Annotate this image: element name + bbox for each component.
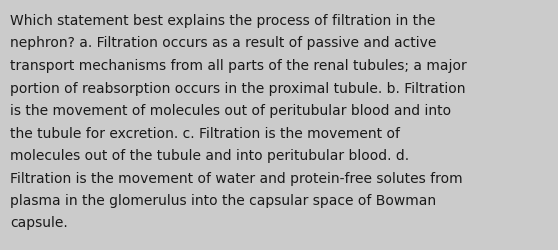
Text: transport mechanisms from all parts of the renal tubules; a major: transport mechanisms from all parts of t… xyxy=(10,59,466,73)
Text: portion of reabsorption occurs in the proximal tubule. b. Filtration: portion of reabsorption occurs in the pr… xyxy=(10,81,465,95)
Text: Filtration is the movement of water and protein-free solutes from: Filtration is the movement of water and … xyxy=(10,171,463,185)
Text: capsule.: capsule. xyxy=(10,216,68,230)
Text: molecules out of the tubule and into peritubular blood. d.: molecules out of the tubule and into per… xyxy=(10,148,409,162)
Text: Which statement best explains the process of filtration in the: Which statement best explains the proces… xyxy=(10,14,435,28)
Text: plasma in the glomerulus into the capsular space of Bowman: plasma in the glomerulus into the capsul… xyxy=(10,193,436,207)
Text: nephron? a. Filtration occurs as a result of passive and active: nephron? a. Filtration occurs as a resul… xyxy=(10,36,436,50)
Text: the tubule for excretion. c. Filtration is the movement of: the tubule for excretion. c. Filtration … xyxy=(10,126,400,140)
Text: is the movement of molecules out of peritubular blood and into: is the movement of molecules out of peri… xyxy=(10,104,451,118)
